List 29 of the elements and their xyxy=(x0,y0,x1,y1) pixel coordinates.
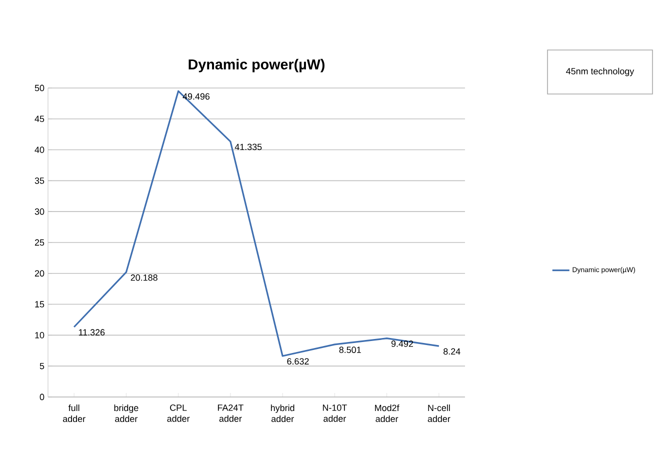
y-tick-label: 45 xyxy=(34,116,44,122)
data-label: 41.335 xyxy=(234,144,262,150)
x-tick-label: bridge adder xyxy=(114,404,138,422)
line-series xyxy=(73,90,440,357)
y-tick-label: 40 xyxy=(34,146,44,153)
x-tick-label: N-cell adder xyxy=(428,404,450,422)
x-tick-label: FA24T adder xyxy=(218,404,244,422)
text: 45nm technology xyxy=(566,68,634,76)
data-label: 8.501 xyxy=(339,346,361,353)
x-tick-label: Mod2f adder xyxy=(375,404,400,422)
y-tick-label: 0 xyxy=(40,394,44,400)
x-tick-label: hybrid adder xyxy=(270,404,294,422)
x-tick-label: N-10T adder xyxy=(322,404,347,422)
y-tick-label: 20 xyxy=(34,270,44,277)
data-label: 8.24 xyxy=(444,348,460,355)
data-label: 20.188 xyxy=(130,274,158,281)
y-tick-label: 35 xyxy=(34,178,44,184)
x-tick-label: full adder xyxy=(62,404,86,422)
data-label: 6.632 xyxy=(287,358,309,365)
y-tick-label: 10 xyxy=(35,332,44,338)
y-tick-label: 25 xyxy=(34,239,44,246)
y-tick-label: 30 xyxy=(34,208,44,215)
data-label: 9.492 xyxy=(391,340,413,347)
y-tick-label: 50 xyxy=(34,84,44,92)
x-tick-label: CPL adder xyxy=(167,404,190,422)
y-tick-label: 5 xyxy=(40,362,44,370)
chart-title: Dynamic power(µW) xyxy=(188,58,324,72)
data-label: 11.326 xyxy=(78,329,105,336)
y-tick-label: 15 xyxy=(35,301,44,308)
